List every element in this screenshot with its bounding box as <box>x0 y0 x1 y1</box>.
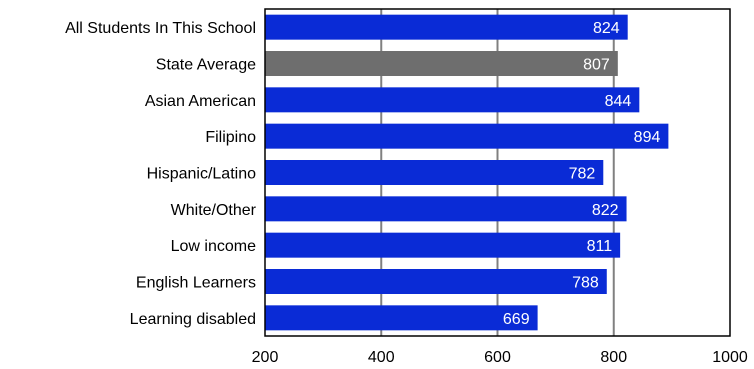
x-tick-label: 200 <box>252 349 279 366</box>
category-label: English Learners <box>136 275 256 292</box>
bar <box>265 305 538 331</box>
bar <box>265 87 640 113</box>
bar <box>265 196 627 222</box>
x-tick-label: 600 <box>484 349 511 366</box>
data-label: 894 <box>634 129 661 146</box>
data-label: 811 <box>587 238 613 255</box>
bar <box>265 123 669 149</box>
category-label: Filipino <box>205 129 256 146</box>
x-axis-ticks: 200 400 600 800 1000 <box>252 349 748 366</box>
bar <box>265 51 618 76</box>
bar <box>265 232 621 258</box>
category-label: All Students In This School <box>65 20 256 37</box>
category-label: Hispanic/Latino <box>147 166 257 183</box>
data-label: 824 <box>593 20 620 37</box>
bar <box>265 269 607 294</box>
bar <box>265 14 628 40</box>
data-label: 788 <box>572 275 599 292</box>
category-label: White/Other <box>171 202 257 219</box>
category-label: Learning disabled <box>130 311 256 328</box>
data-label: 782 <box>569 166 596 183</box>
x-tick-label: 400 <box>368 349 395 366</box>
bar <box>265 160 604 185</box>
data-label: 807 <box>583 57 610 74</box>
category-label: Low income <box>171 238 256 255</box>
x-tick-label: 800 <box>600 349 627 366</box>
bars: 824 807 844 894 782 822 811 788 669 <box>265 14 669 331</box>
data-label: 844 <box>605 93 632 110</box>
category-label: State Average <box>156 57 256 74</box>
x-tick-label: 1000 <box>712 349 748 366</box>
plot-frame <box>264 8 731 337</box>
data-label: 669 <box>503 311 530 328</box>
category-label: Asian American <box>145 93 256 110</box>
data-label: 822 <box>592 202 619 219</box>
category-labels: All Students In This School State Average… <box>65 20 257 328</box>
